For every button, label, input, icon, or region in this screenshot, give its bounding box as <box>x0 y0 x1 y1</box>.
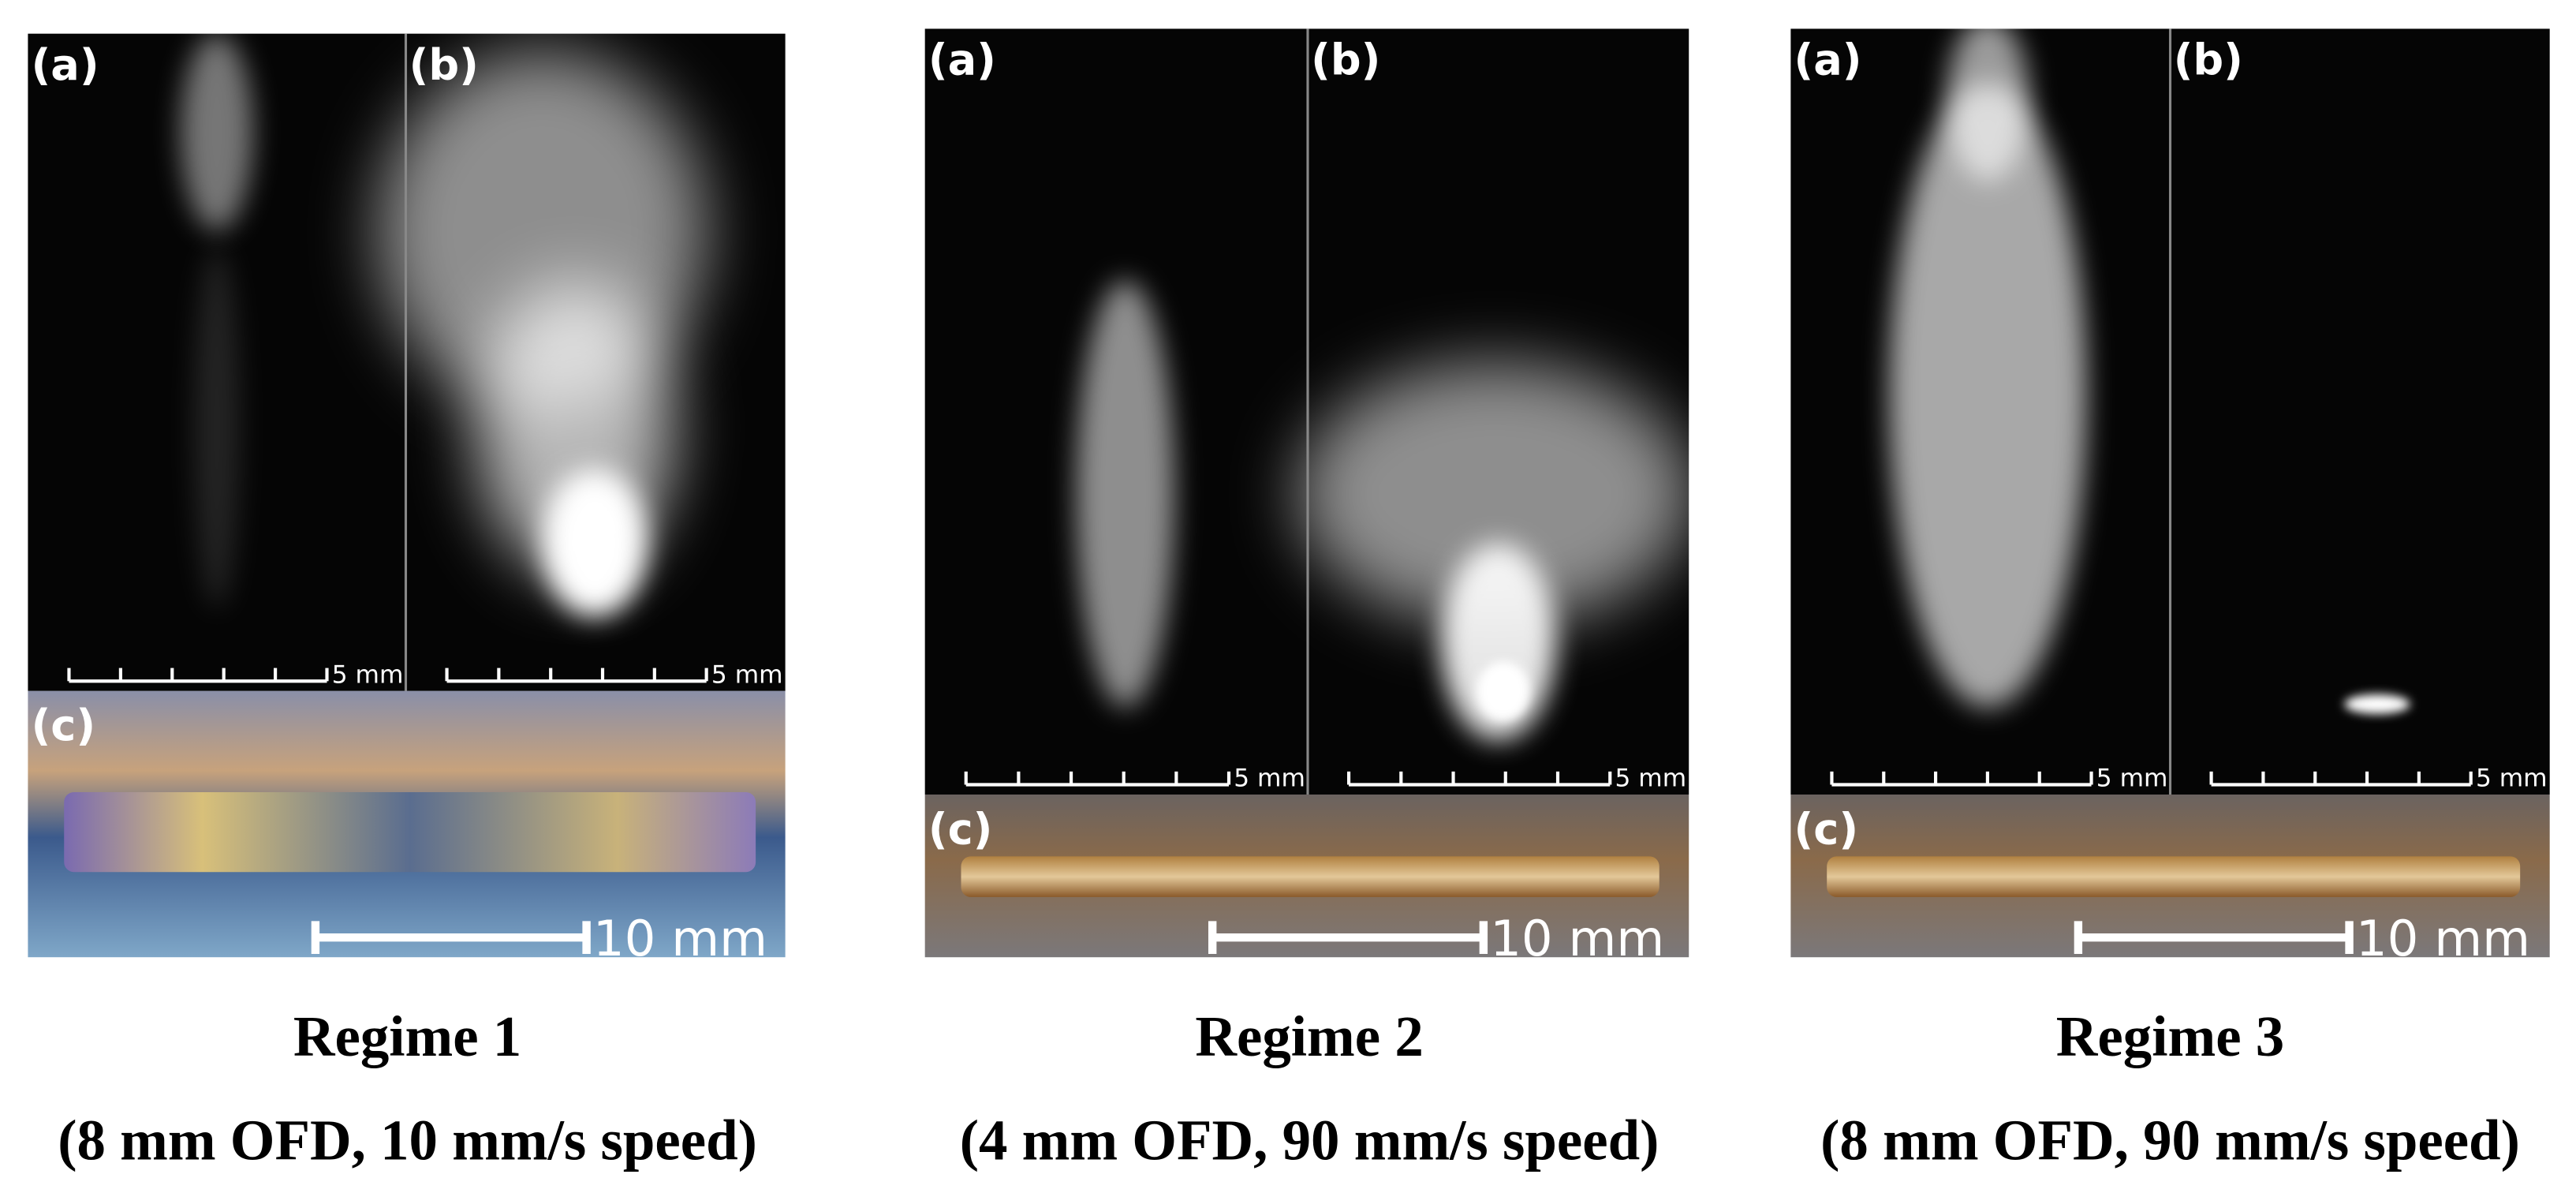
figure-panel: 5 mm (a) 5 mm (b) (c) 10 mm Regime 1 (8 mm OFD,… <box>0 0 851 1172</box>
scale-label: 5 mm <box>332 660 404 689</box>
plume-glow <box>542 469 648 618</box>
panel-label: (c) <box>32 701 96 750</box>
scale-label: 5 mm <box>2096 765 2168 793</box>
panel-title: Regime 2 <box>1195 1004 1423 1068</box>
panel-label: (b) <box>2174 36 2243 85</box>
image-mask-top <box>0 0 851 34</box>
figure-panel: 5 mm (a) 5 mm (b) (c) 10 mm Regime 2 (4 mm OFD,… <box>859 0 1755 1172</box>
scale-label: 5 mm <box>2476 765 2548 793</box>
panel-label: (c) <box>1794 804 1859 854</box>
figure-panel: 5 mm (a) 5 mm (b) (c) 10 mm Regime 3 (8 mm OFD,… <box>1725 0 2576 1172</box>
plume-glow <box>1297 362 1693 626</box>
plume-glow <box>1076 280 1175 708</box>
plume-glow <box>1947 17 2029 182</box>
image-mask-top <box>859 0 1755 29</box>
panel-label: (b) <box>409 40 479 90</box>
scale-label: 5 mm <box>1615 765 1686 793</box>
panel-label: (a) <box>32 40 99 90</box>
image-mask-top <box>1725 0 2576 29</box>
panel-label: (a) <box>928 36 996 85</box>
scale-label: 5 mm <box>711 660 783 689</box>
panel-title: Regime 3 <box>2056 1004 2284 1068</box>
scale-label: 10 mm <box>1490 910 1664 967</box>
plume-glow <box>193 247 241 609</box>
weld-bead <box>1827 856 2521 897</box>
plume-glow <box>2344 694 2410 714</box>
scale-label: 10 mm <box>2356 910 2530 967</box>
scale-label: 5 mm <box>1234 765 1305 793</box>
scale-label: 10 mm <box>593 910 767 967</box>
panel-label: (b) <box>1311 36 1380 85</box>
panel-label: (a) <box>1794 36 1862 85</box>
panel-subtitle: (8 mm OFD, 10 mm/s speed) <box>58 1108 757 1172</box>
panel-subtitle: (4 mm OFD, 90 mm/s speed) <box>960 1108 1659 1172</box>
plume-glow <box>1477 661 1530 721</box>
panel-label: (c) <box>928 804 993 854</box>
panel-subtitle: (8 mm OFD, 90 mm/s speed) <box>1820 1108 2520 1172</box>
plume-glow <box>1889 83 2087 708</box>
panel-title: Regime 1 <box>293 1004 521 1068</box>
weld-bead <box>961 856 1659 897</box>
plume-glow <box>181 33 253 231</box>
weld-bead <box>64 791 756 873</box>
